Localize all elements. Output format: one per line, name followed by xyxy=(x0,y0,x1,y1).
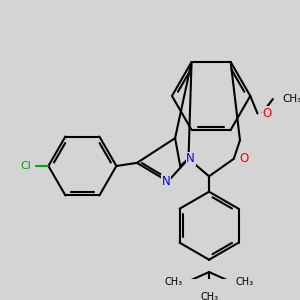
Text: N: N xyxy=(161,175,170,188)
Text: CH₃: CH₃ xyxy=(236,278,254,287)
Text: O: O xyxy=(262,107,272,120)
Text: O: O xyxy=(239,152,248,165)
Text: CH₃: CH₃ xyxy=(282,94,300,104)
Text: N: N xyxy=(186,152,195,165)
Text: CH₃: CH₃ xyxy=(200,292,218,300)
Text: CH₃: CH₃ xyxy=(164,278,182,287)
Text: Cl: Cl xyxy=(20,161,31,171)
